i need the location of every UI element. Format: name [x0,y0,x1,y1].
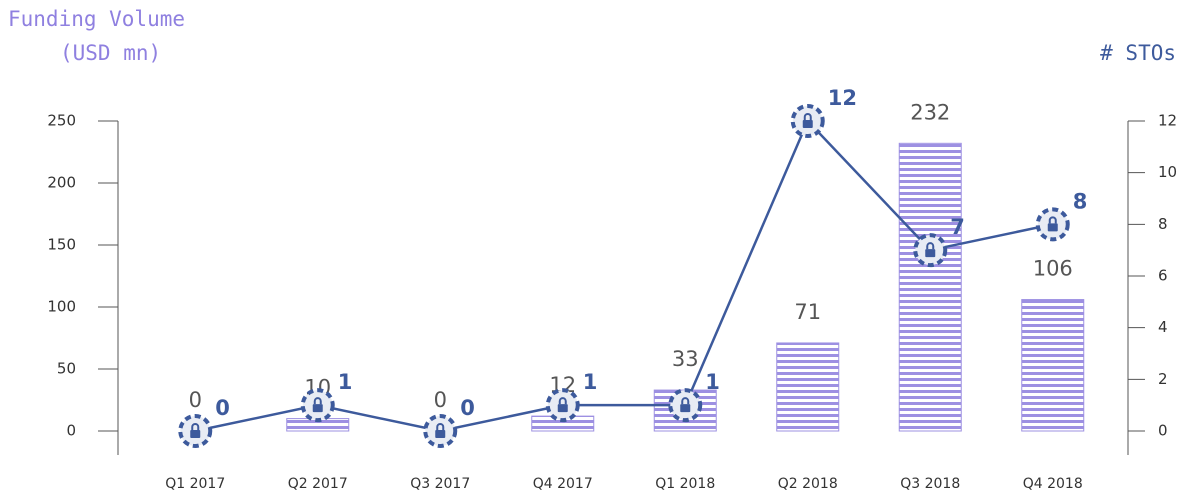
bar-value-label: 0 [189,388,202,412]
line-value-label: 8 [1073,189,1088,213]
line-marker [915,235,945,265]
line-marker [180,416,210,446]
y2-tick-label: 2 [1158,370,1168,388]
y-tick-label: 0 [66,422,76,440]
x-tick-label: Q4 2018 [1023,476,1083,492]
line-value-label: 1 [705,370,720,394]
bar-value-label: 33 [672,347,699,371]
y2-tick-label: 10 [1158,163,1177,181]
y-tick-label: 250 [47,112,76,130]
lock-icon [190,430,200,438]
y2-tick-label: 0 [1158,422,1168,440]
y2-tick-label: 12 [1158,112,1177,130]
y-tick-label: 150 [47,236,76,254]
line-value-label: 12 [828,86,857,110]
y-axis-title: Funding Volume [8,7,185,31]
line-value-label: 1 [583,370,598,394]
lock-icon [680,404,690,412]
x-tick-label: Q4 2017 [533,476,593,492]
line-value-label: 1 [338,370,353,394]
bar [777,343,839,431]
x-tick-label: Q3 2018 [900,476,960,492]
line-marker [548,390,578,420]
lock-icon [1048,223,1058,231]
lock-icon [925,249,935,257]
x-tick-label: Q1 2017 [165,476,225,492]
line-marker [303,390,333,420]
bar-value-label: 232 [910,100,950,124]
x-tick-label: Q3 2017 [410,476,470,492]
line-value-label: 7 [950,215,965,239]
y2-tick-label: 8 [1158,215,1168,233]
y-tick-label: 200 [47,174,76,192]
line-value-label: 0 [215,396,230,420]
lock-icon [803,120,813,128]
y2-tick-label: 4 [1158,318,1168,336]
x-tick-label: Q2 2017 [288,476,348,492]
chart: Funding Volume (USD mn) # STOs 050100150… [0,0,1190,497]
bar-value-label: 0 [434,388,447,412]
lock-icon [558,404,568,412]
y-tick-label: 50 [57,360,76,378]
lock-icon [313,404,323,412]
line-marker [425,416,455,446]
y2-tick-label: 6 [1158,267,1168,285]
lock-icon [435,430,445,438]
bar-value-label: 106 [1033,257,1073,281]
y-tick-label: 100 [47,298,76,316]
bar-value-label: 71 [794,300,821,324]
line-marker [1038,209,1068,239]
bar [899,143,961,431]
y-axis-title: (USD mn) [60,41,161,65]
line-marker [793,106,823,136]
bar [1022,300,1084,431]
line-marker [670,390,700,420]
line-value-label: 0 [460,396,475,420]
x-tick-label: Q1 2018 [655,476,715,492]
x-tick-label: Q2 2018 [778,476,838,492]
y2-axis-title: # STOs [1100,41,1176,65]
